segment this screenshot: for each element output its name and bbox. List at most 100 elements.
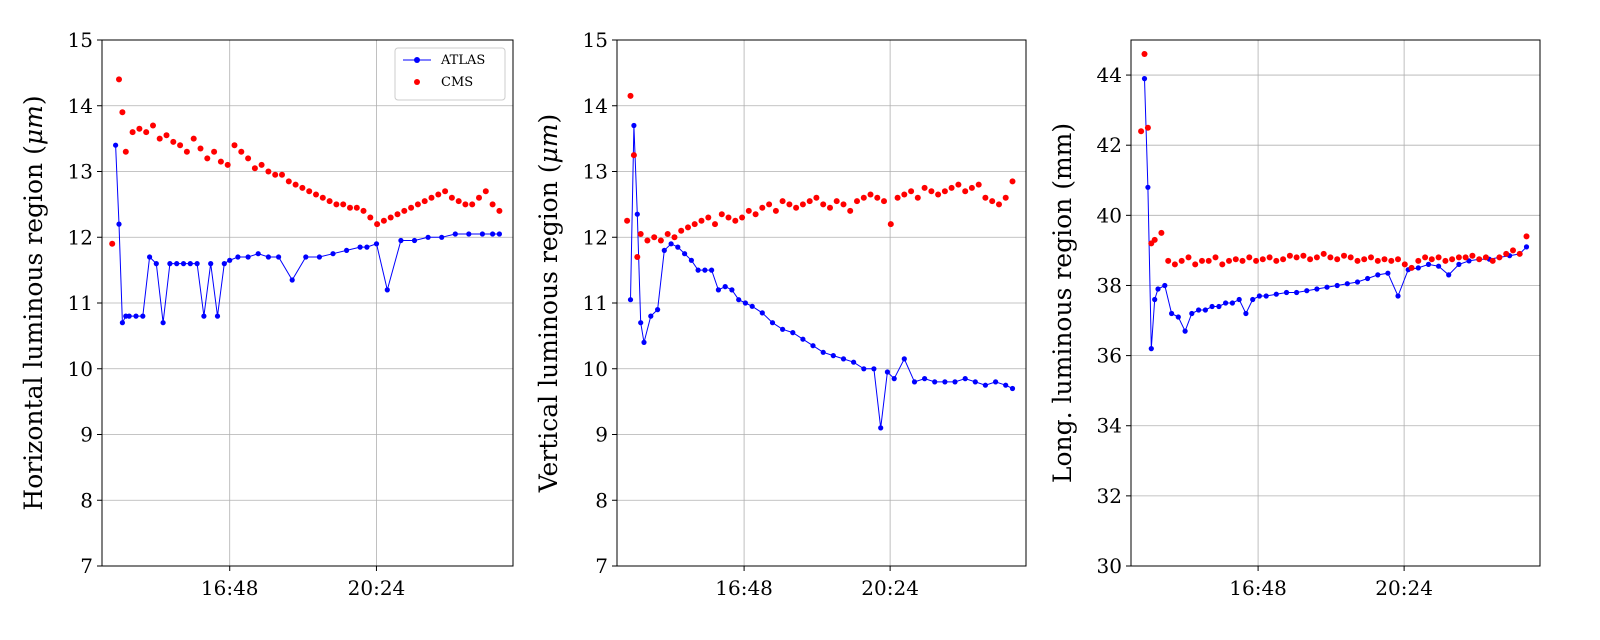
data-point — [1226, 257, 1232, 264]
data-point — [344, 247, 350, 253]
data-point — [1283, 289, 1290, 296]
data-point — [1009, 385, 1016, 392]
y-tick-label: 9 — [595, 423, 608, 447]
data-point — [1347, 254, 1354, 261]
data-point — [810, 343, 816, 349]
data-point — [1489, 257, 1496, 264]
x-tick-label: 20:24 — [1375, 576, 1433, 600]
data-point — [887, 221, 894, 228]
data-point — [705, 214, 712, 221]
data-point — [316, 254, 322, 260]
data-point — [793, 204, 800, 211]
data-point — [1435, 254, 1442, 261]
data-point — [289, 277, 295, 283]
data-point — [827, 204, 833, 211]
y-tick-label: 13 — [68, 160, 93, 184]
data-point — [292, 181, 299, 188]
data-point — [644, 237, 651, 244]
data-point — [224, 161, 231, 168]
data-point — [129, 129, 136, 136]
data-point — [1313, 254, 1320, 261]
data-point — [357, 244, 363, 250]
data-point — [1169, 310, 1175, 317]
data-point — [1496, 254, 1503, 261]
data-point — [496, 207, 503, 214]
plot-frame — [616, 39, 1027, 567]
data-point — [439, 234, 445, 240]
data-point — [671, 234, 678, 241]
data-point — [759, 204, 766, 211]
data-point — [167, 261, 173, 267]
data-point — [1152, 296, 1158, 303]
data-point — [279, 171, 285, 178]
data-point — [952, 379, 958, 385]
y-tick-label: 15 — [68, 28, 93, 52]
data-point — [1189, 310, 1195, 317]
data-point — [1446, 272, 1452, 278]
data-point — [881, 198, 887, 205]
data-point — [1232, 256, 1239, 263]
data-point — [490, 231, 496, 237]
data-point — [1205, 257, 1212, 264]
y-axis-label-end: ) — [534, 114, 563, 124]
data-point — [1243, 310, 1249, 317]
data-point — [993, 379, 999, 385]
y-axis-label: Long. luminous region (mm) — [1048, 123, 1077, 483]
data-point — [1286, 252, 1293, 259]
data-point — [668, 241, 674, 247]
legend-label: CMS — [441, 75, 473, 90]
data-point — [1482, 254, 1489, 261]
data-point — [208, 261, 214, 267]
data-point — [675, 244, 681, 250]
data-point — [982, 382, 989, 388]
data-point — [661, 247, 667, 253]
data-point — [238, 148, 245, 155]
data-point — [160, 320, 166, 326]
data-point — [854, 198, 860, 205]
data-point — [408, 204, 415, 211]
data-point — [911, 379, 918, 385]
data-point — [221, 261, 227, 267]
data-point — [786, 201, 793, 208]
data-point — [482, 188, 489, 195]
data-point — [442, 188, 449, 195]
data-point — [630, 152, 637, 159]
legend-marker — [414, 57, 420, 63]
data-point — [641, 339, 647, 345]
data-point — [177, 142, 184, 149]
data-point — [1469, 252, 1476, 259]
y-tick-label: 12 — [68, 225, 93, 249]
data-point — [153, 261, 159, 267]
data-point — [1344, 281, 1350, 287]
data-point — [374, 221, 381, 228]
data-point — [745, 207, 752, 214]
data-point — [695, 267, 701, 273]
data-point — [715, 287, 722, 293]
data-point — [955, 181, 962, 188]
data-point — [170, 138, 177, 145]
data-point — [901, 191, 908, 198]
data-point — [941, 188, 948, 195]
data-point — [1425, 261, 1432, 267]
data-point — [1250, 296, 1256, 303]
data-point — [989, 198, 996, 205]
data-point — [1162, 282, 1168, 289]
data-point — [1442, 257, 1449, 264]
data-point — [657, 237, 664, 244]
data-point — [1523, 233, 1530, 240]
data-point — [702, 267, 708, 273]
series-cms — [1138, 51, 1530, 271]
data-point — [840, 356, 847, 362]
data-point — [462, 201, 469, 208]
y-tick-label: 14 — [68, 94, 93, 118]
data-point — [340, 201, 347, 208]
data-point — [1401, 261, 1408, 268]
data-point — [330, 251, 336, 257]
y-tick-label: 8 — [595, 488, 608, 512]
y-tick-label: 38 — [1097, 273, 1122, 297]
data-point — [452, 231, 458, 237]
y-axis-label-end: ) — [19, 95, 48, 105]
data-point — [150, 122, 156, 129]
data-point — [1354, 279, 1361, 285]
data-point — [119, 320, 125, 326]
